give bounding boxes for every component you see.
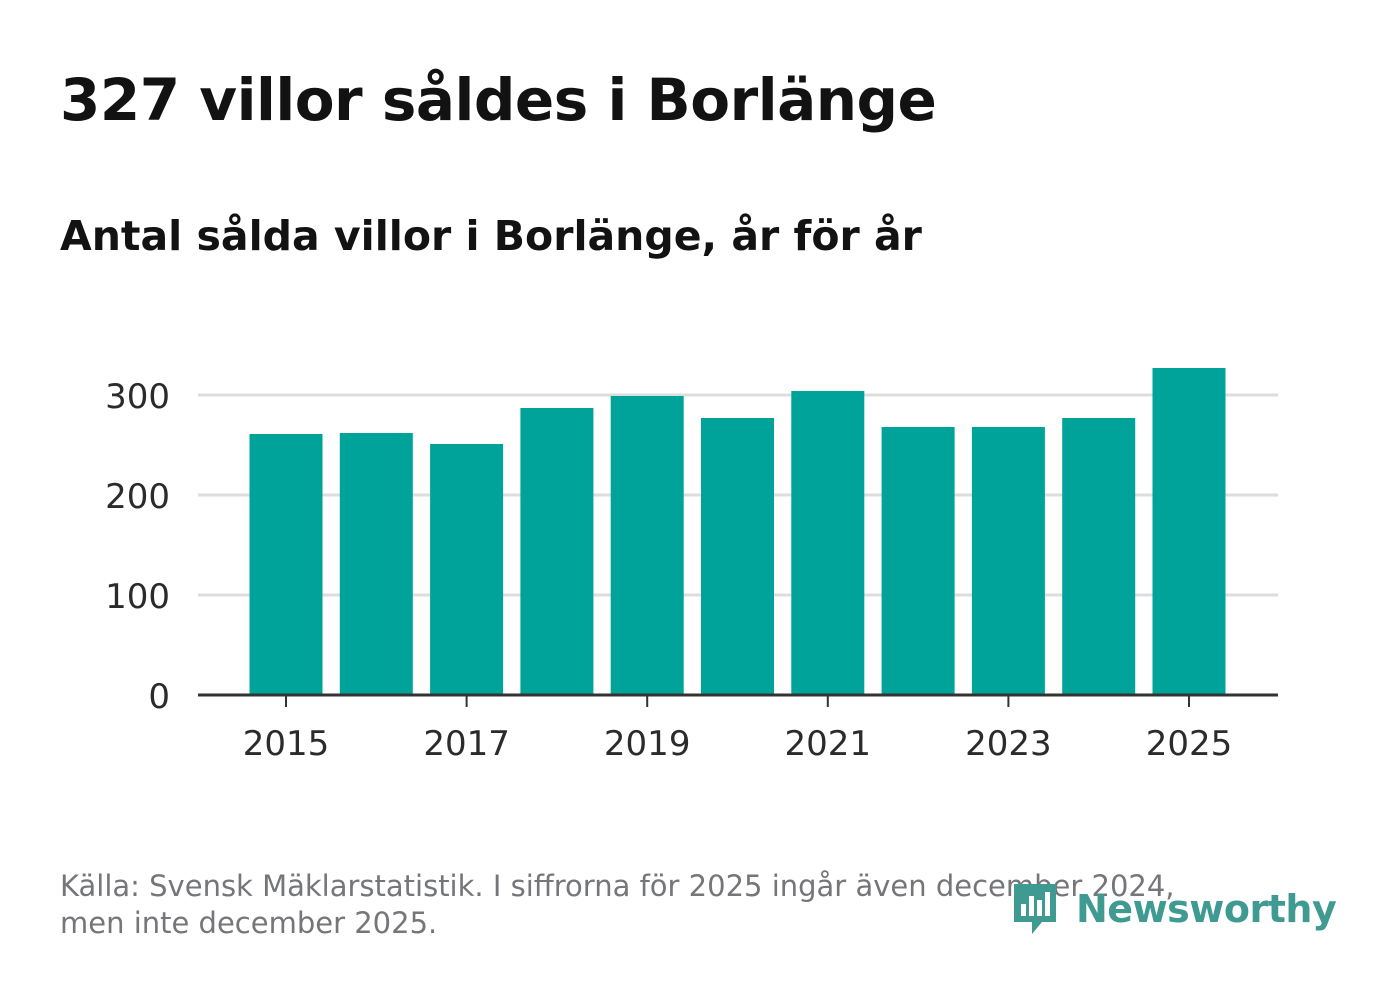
y-tick-label-100: 100 xyxy=(105,577,170,617)
bar-2020 xyxy=(701,418,774,695)
bar-2016 xyxy=(339,433,413,695)
x-tick-label-2017: 2017 xyxy=(423,724,510,764)
x-axis xyxy=(198,693,1278,707)
bar-2023 xyxy=(971,427,1045,695)
x-tick-label-2025: 2025 xyxy=(1146,724,1233,764)
y-tick-label-300: 300 xyxy=(105,377,170,417)
newsworthy-logo: Newsworthy xyxy=(1010,878,1337,940)
newsworthy-wordmark: Newsworthy xyxy=(1076,887,1337,931)
source-line-2: men inte december 2025. xyxy=(60,906,438,940)
x-tick-label-2019: 2019 xyxy=(604,724,691,764)
bar-2025 xyxy=(1152,368,1226,695)
source-note: Källa: Svensk Mäklarstatistik. I siffror… xyxy=(60,868,1260,942)
newsworthy-logo-icon xyxy=(1014,884,1056,934)
x-tick-label-2021: 2021 xyxy=(785,724,872,764)
y-tick-label-0: 0 xyxy=(148,677,170,717)
y-axis-labels: 0 100 200 300 xyxy=(105,377,170,717)
y-tick-label-200: 200 xyxy=(105,477,170,517)
chart-subtitle: Antal sålda villor i Borlänge, år för år xyxy=(60,212,922,260)
bars xyxy=(249,368,1226,695)
x-tick-label-2015: 2015 xyxy=(243,724,330,764)
bar-2021 xyxy=(791,391,865,695)
bar-2017 xyxy=(430,444,504,695)
source-line-1: Källa: Svensk Mäklarstatistik. I siffror… xyxy=(60,869,1175,903)
x-axis-labels: 2015 2017 2019 2021 2023 2025 xyxy=(243,724,1233,764)
bar-2015 xyxy=(249,434,323,695)
bar-2022 xyxy=(881,427,955,695)
bar-2024 xyxy=(1062,418,1136,695)
bar-chart: 0 100 200 300 2015 2017 2019 2021 2023 2025 xyxy=(105,368,1278,764)
bar-2018 xyxy=(520,408,594,695)
bar-2019 xyxy=(610,396,684,695)
chart-title: 327 villor såldes i Borlänge xyxy=(60,66,937,134)
x-tick-label-2023: 2023 xyxy=(965,724,1052,764)
